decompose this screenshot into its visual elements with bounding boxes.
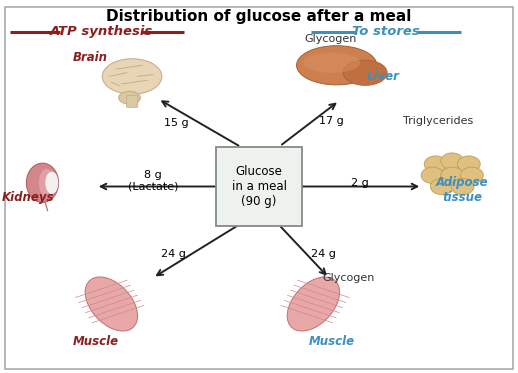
Circle shape	[451, 178, 474, 195]
Text: 8 g
(Lactate): 8 g (Lactate)	[127, 170, 178, 192]
Text: Glycogen: Glycogen	[322, 273, 375, 283]
Text: Distribution of glucose after a meal: Distribution of glucose after a meal	[106, 9, 412, 24]
Ellipse shape	[85, 277, 138, 331]
Ellipse shape	[39, 169, 54, 197]
Ellipse shape	[296, 46, 377, 85]
Text: 24 g: 24 g	[311, 249, 336, 258]
Text: Glucose
in a meal
(90 g): Glucose in a meal (90 g)	[232, 165, 286, 208]
Ellipse shape	[46, 172, 59, 194]
Text: 24 g: 24 g	[161, 249, 185, 258]
Text: 17 g: 17 g	[319, 116, 343, 126]
Text: ATP synthesis: ATP synthesis	[49, 25, 153, 38]
FancyBboxPatch shape	[126, 95, 138, 107]
Text: 15 g: 15 g	[164, 118, 189, 128]
Text: Glycogen: Glycogen	[304, 34, 357, 44]
Text: Muscle: Muscle	[73, 335, 119, 348]
Circle shape	[421, 167, 444, 184]
Circle shape	[441, 167, 464, 184]
FancyBboxPatch shape	[217, 147, 301, 226]
Text: Adipose
tissue: Adipose tissue	[436, 176, 489, 204]
Circle shape	[441, 153, 464, 169]
Ellipse shape	[119, 91, 140, 104]
Ellipse shape	[287, 277, 340, 331]
Text: To stores: To stores	[352, 25, 420, 38]
Text: Brain: Brain	[73, 51, 108, 64]
Text: 2 g: 2 g	[351, 178, 369, 188]
Text: Muscle: Muscle	[308, 335, 355, 348]
Text: Kidneys: Kidneys	[2, 191, 55, 204]
Ellipse shape	[103, 59, 162, 94]
Circle shape	[424, 156, 447, 172]
Text: Triglycerides: Triglycerides	[402, 116, 473, 126]
Circle shape	[457, 156, 480, 172]
Text: Liver: Liver	[367, 70, 400, 83]
Ellipse shape	[303, 52, 360, 73]
Ellipse shape	[343, 60, 387, 85]
Circle shape	[461, 167, 483, 184]
Ellipse shape	[26, 163, 59, 202]
Circle shape	[430, 178, 453, 195]
